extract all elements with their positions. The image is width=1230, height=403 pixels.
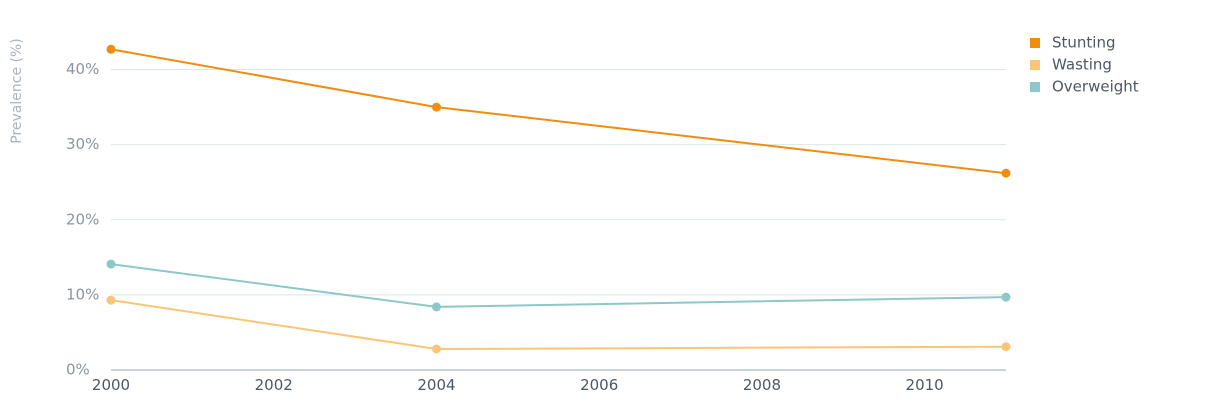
series-line-wasting (110, 299, 1007, 350)
legend-label: Wasting (1052, 56, 1112, 74)
data-point-stunting (431, 102, 441, 112)
series-line-stunting (110, 48, 1007, 175)
data-point-wasting (431, 344, 441, 354)
x-tick-label: 2004 (417, 376, 455, 394)
legend-item-wasting[interactable]: Wasting (1030, 56, 1112, 74)
data-point-stunting (106, 44, 116, 54)
y-tick-label: 10% (66, 285, 99, 303)
x-tick-labels: 2000 2002 2004 2006 2008 2010 (92, 376, 944, 394)
data-point-stunting (1001, 168, 1011, 178)
series-points (106, 44, 1011, 354)
x-tick-label: 2008 (743, 376, 781, 394)
x-tick-label: 2010 (906, 376, 944, 394)
legend-swatch (1030, 60, 1040, 70)
legend-label: Stunting (1052, 34, 1116, 52)
y-tick-labels: 0% 10% 20% 30% 40% (66, 60, 99, 378)
y-tick-label: 0% (66, 361, 90, 379)
y-tick-label: 20% (66, 210, 99, 228)
y-tick-label: 30% (66, 135, 99, 153)
series-lines (110, 48, 1007, 350)
legend-swatch (1030, 38, 1040, 48)
y-axis-title-group: Prevalence (%) (9, 38, 25, 144)
data-point-overweight (431, 302, 441, 312)
legend-item-overweight[interactable]: Overweight (1030, 78, 1139, 96)
data-point-overweight (106, 259, 116, 269)
legend-swatch (1030, 82, 1040, 92)
legend-item-stunting[interactable]: Stunting (1030, 34, 1116, 52)
data-point-wasting (1001, 342, 1011, 352)
series-line-overweight (110, 263, 1007, 308)
x-tick-label: 2000 (92, 376, 130, 394)
legend: Stunting Wasting Overweight (1030, 34, 1139, 96)
legend-label: Overweight (1052, 78, 1139, 96)
data-point-overweight (1001, 292, 1011, 302)
y-tick-label: 40% (66, 60, 99, 78)
gridlines (111, 69, 1006, 296)
x-tick-label: 2002 (255, 376, 293, 394)
data-point-wasting (106, 295, 116, 305)
x-tick-label: 2006 (580, 376, 618, 394)
y-axis-title: Prevalence (%) (9, 38, 25, 144)
